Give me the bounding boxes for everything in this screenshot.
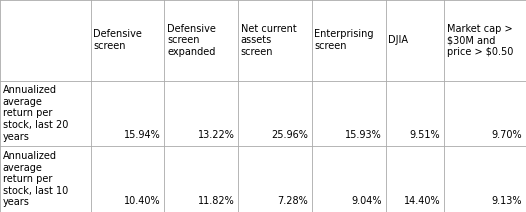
- Text: 7.28%: 7.28%: [277, 196, 308, 206]
- Text: 15.94%: 15.94%: [124, 130, 161, 140]
- Text: 9.13%: 9.13%: [492, 196, 522, 206]
- Text: 14.40%: 14.40%: [404, 196, 440, 206]
- Text: Defensive
screen: Defensive screen: [93, 29, 142, 51]
- Text: 9.70%: 9.70%: [492, 130, 522, 140]
- Text: 13.22%: 13.22%: [198, 130, 235, 140]
- Text: 9.51%: 9.51%: [410, 130, 440, 140]
- Text: Net current
assets
screen: Net current assets screen: [241, 24, 297, 57]
- Text: 10.40%: 10.40%: [124, 196, 161, 206]
- Text: Defensive
screen
expanded: Defensive screen expanded: [167, 24, 216, 57]
- Text: 9.04%: 9.04%: [351, 196, 382, 206]
- Text: Annualized
average
return per
stock, last 10
years: Annualized average return per stock, las…: [3, 151, 68, 207]
- Text: 25.96%: 25.96%: [271, 130, 308, 140]
- Text: Enterprising
screen: Enterprising screen: [315, 29, 374, 51]
- Text: Market cap >
$30M and
price > $0.50: Market cap > $30M and price > $0.50: [447, 24, 513, 57]
- Text: Annualized
average
return per
stock, last 20
years: Annualized average return per stock, las…: [3, 85, 68, 142]
- Text: 11.82%: 11.82%: [198, 196, 235, 206]
- Text: 15.93%: 15.93%: [345, 130, 382, 140]
- Text: DJIA: DJIA: [388, 35, 408, 45]
